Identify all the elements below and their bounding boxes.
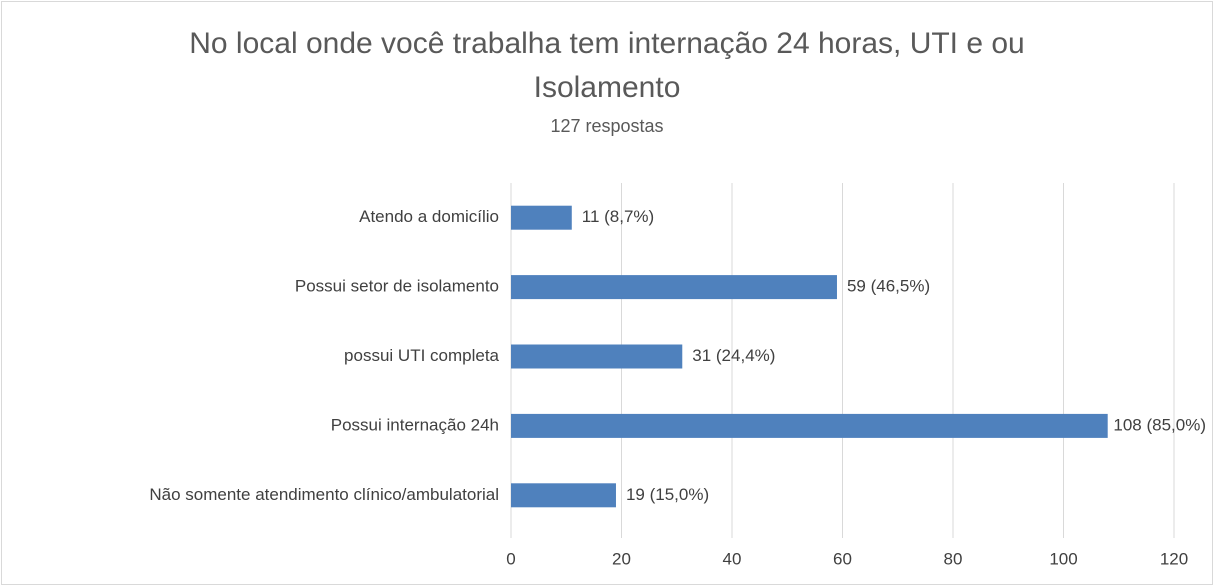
x-tick-label: 80: [944, 549, 963, 568]
y-tick-label: Não somente atendimento clínico/ambulato…: [149, 485, 499, 504]
y-tick-label: Possui internação 24h: [331, 415, 499, 434]
data-label: 31 (24,4%): [692, 346, 775, 365]
y-tick-label: Possui setor de isolamento: [295, 277, 499, 296]
y-tick-label: Atendo a domicílio: [359, 207, 499, 226]
data-label: 59 (46,5%): [847, 277, 930, 296]
bar: [511, 483, 616, 508]
x-tick-label: 100: [1049, 549, 1077, 568]
bar: [511, 205, 572, 230]
x-tick-label: 120: [1160, 549, 1188, 568]
data-label: 19 (15,0%): [626, 485, 709, 504]
data-label: 11 (8,7%): [582, 207, 654, 226]
chart-title: No local onde você trabalha tem internaç…: [189, 27, 1025, 104]
bar: [511, 275, 837, 300]
chart-subtitle: 127 respostas: [550, 116, 664, 136]
x-tick-label: 60: [833, 549, 852, 568]
y-tick-label: possui UTI completa: [344, 346, 499, 365]
data-label: 108 (85,0%): [1113, 415, 1206, 434]
x-tick-label: 0: [506, 549, 515, 568]
x-tick-label: 20: [612, 549, 631, 568]
x-tick-label: 40: [723, 549, 742, 568]
bar: [511, 413, 1108, 438]
bar: [511, 344, 683, 369]
